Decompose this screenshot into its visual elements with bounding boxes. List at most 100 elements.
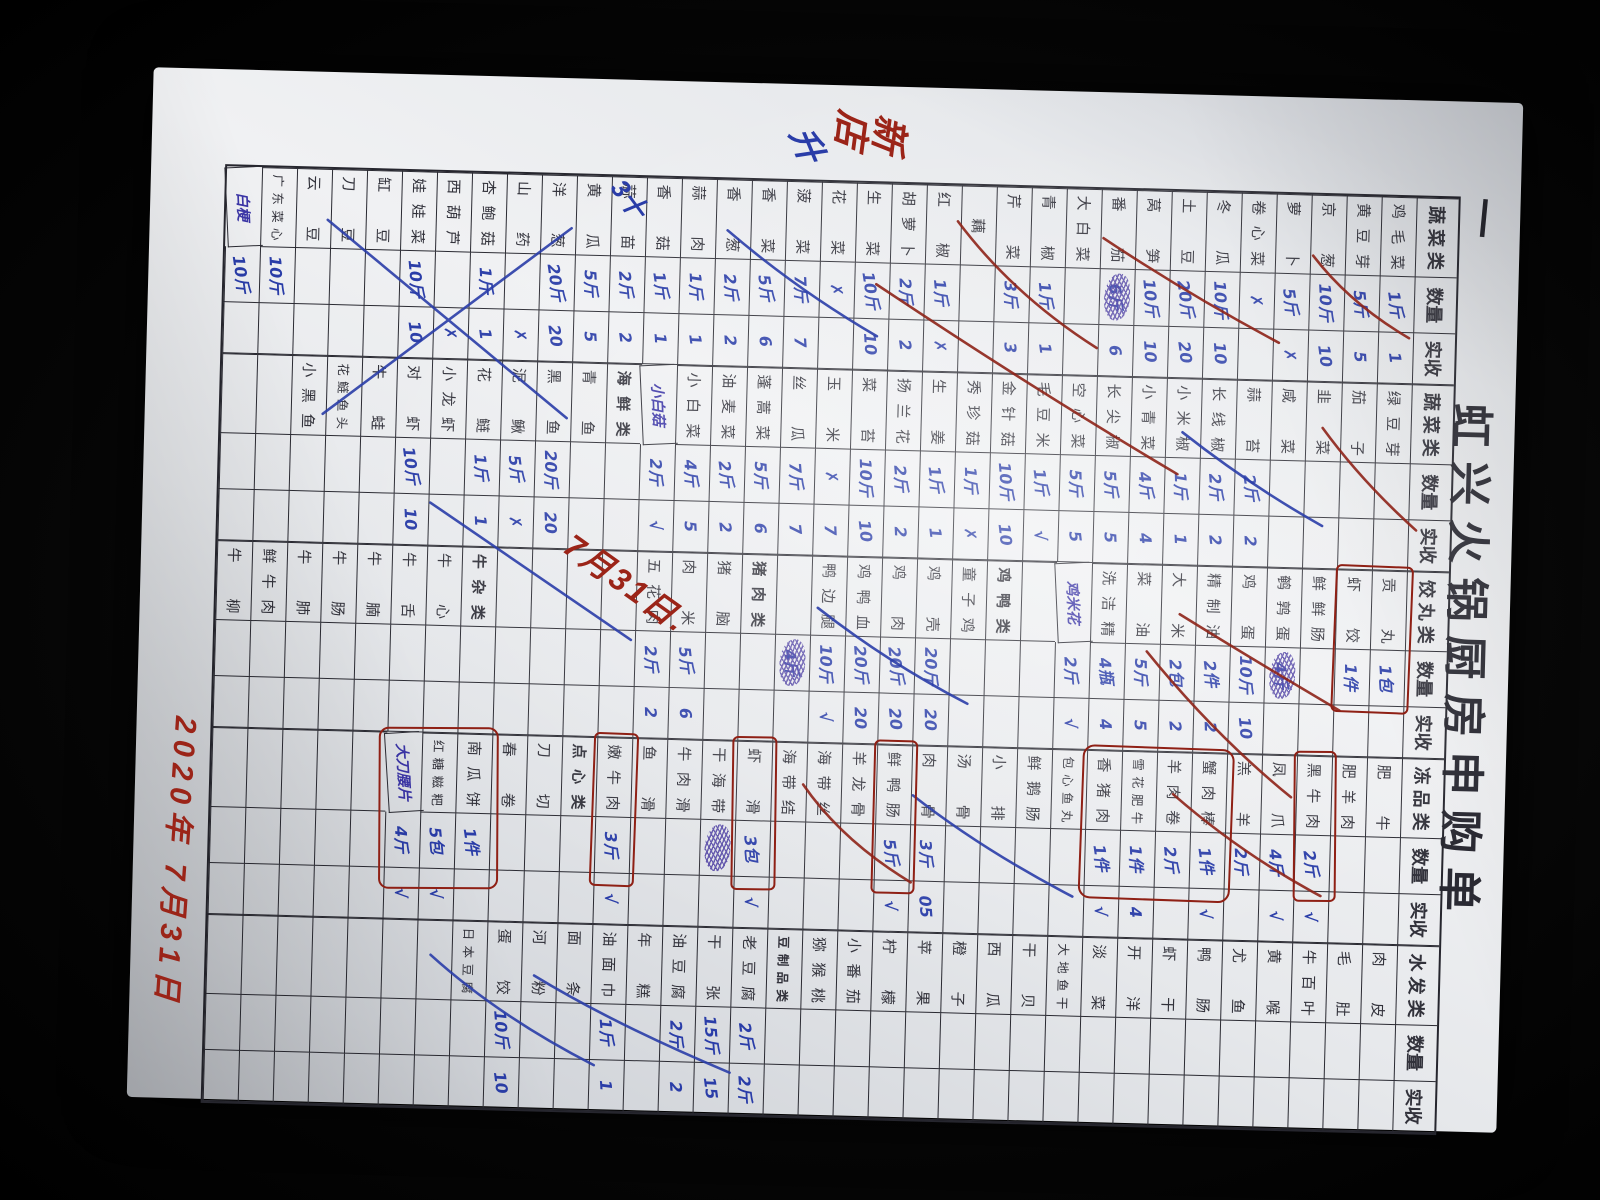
- qty-cell: 1斤: [468, 252, 505, 310]
- recv-cell: [977, 883, 1014, 936]
- qty-cell: [1253, 1021, 1291, 1079]
- qty-cell: [833, 1010, 871, 1068]
- qty-cell: 3包: [733, 820, 771, 878]
- item-cell: 扬兰花: [884, 370, 923, 452]
- qty-cell: [1338, 462, 1375, 520]
- qty-cell: [388, 624, 426, 682]
- qty-cell: [943, 826, 981, 884]
- item-cell: 菜苔: [849, 369, 888, 451]
- recv-cell: [1336, 518, 1374, 571]
- header-recv-0: 实收: [1411, 333, 1456, 386]
- item-cell: 橙子: [940, 933, 978, 1015]
- recv-cell: [207, 862, 244, 915]
- recv-cell: [1327, 892, 1364, 945]
- qty-cell: 4斤: [773, 634, 811, 692]
- item-cell: 蒜苗: [609, 176, 648, 258]
- item-cell: [1019, 561, 1058, 643]
- qty-cell: 1件: [1083, 829, 1121, 887]
- date-bottom-note: 2020年 7月31日: [148, 715, 203, 1009]
- qty-cell: 20斤: [538, 254, 575, 312]
- qty-cell: 5斤: [1123, 643, 1160, 701]
- recv-cell: 15: [692, 1062, 729, 1115]
- item-cell: 生菜: [854, 182, 892, 264]
- recv-cell: 5: [572, 311, 609, 364]
- recv-cell: 2: [887, 319, 924, 372]
- item-cell: 蟹肉棒: [1190, 752, 1228, 834]
- qty-cell: 1斤: [953, 452, 990, 510]
- item-cell: 黄喉: [1255, 941, 1293, 1023]
- qty-cell: [553, 1003, 591, 1060]
- qty-cell: 5包: [418, 812, 456, 870]
- purchase-form-table: 蔬菜类数量 实收蔬菜类数量 实收饺丸类数量 实收冻品类数量 实收水发类数量 实收鸡毛菜 1斤…: [200, 164, 1461, 1136]
- recv-cell: [327, 304, 364, 357]
- item-cell: 花鲢: [465, 359, 503, 441]
- item-cell: 黄瓜: [574, 175, 613, 257]
- item-cell: 苹果: [905, 932, 943, 1014]
- item-cell: 香菇: [644, 177, 682, 259]
- item-cell: 小番茄: [835, 930, 873, 1012]
- item-cell: 泥鳅: [500, 360, 538, 442]
- qty-cell: 10斤: [258, 247, 296, 304]
- recv-cell: 2: [712, 314, 749, 367]
- item-cell: 童子鸡: [950, 559, 988, 641]
- ink-scribble: [703, 823, 732, 872]
- recv-cell: √: [637, 500, 674, 552]
- qty-cell: 2包: [1158, 644, 1195, 702]
- qty-cell: [318, 622, 356, 680]
- recv-cell: [1262, 703, 1299, 756]
- recv-cell: [1182, 1075, 1219, 1128]
- header-category-0: 蔬菜类: [1414, 197, 1459, 279]
- qty-cell: 1斤: [1163, 457, 1200, 515]
- recv-cell: 20: [912, 694, 949, 747]
- recv-cell: [217, 489, 254, 541]
- qty-cell: [218, 433, 256, 491]
- item-cell: 柠檬: [870, 931, 908, 1013]
- qty-cell: 10斤: [988, 453, 1025, 511]
- recv-cell: √: [872, 880, 909, 933]
- qty-cell: [568, 442, 606, 500]
- recv-cell: √: [417, 868, 454, 921]
- item-cell: [345, 917, 383, 999]
- item-cell: 洋葱: [539, 174, 578, 256]
- recv-cell: 1: [917, 507, 954, 560]
- qty-cell: 10斤: [1203, 271, 1240, 329]
- recv-cell: [517, 1058, 554, 1111]
- recv-cell: 1: [1162, 513, 1199, 566]
- recv-cell: [947, 695, 984, 748]
- item-cell: 生姜: [919, 371, 958, 453]
- item-cell: [380, 918, 418, 1000]
- qty-cell: [488, 814, 526, 872]
- recv-cell: [307, 1052, 344, 1105]
- qty-cell: [1048, 828, 1086, 886]
- qty-cell: 3斤: [593, 817, 631, 874]
- qty-cell: [283, 621, 321, 679]
- recv-cell: 20: [877, 693, 914, 746]
- qty-cell: [1363, 837, 1400, 895]
- recv-cell: 10: [852, 318, 889, 371]
- item-cell: 刀豆: [330, 168, 368, 250]
- qty-cell: 2斤: [1198, 458, 1235, 516]
- recv-cell: [422, 681, 459, 734]
- recv-cell: √: [1187, 888, 1224, 941]
- item-cell: [280, 728, 318, 810]
- item-cell: 韭菜: [1304, 381, 1342, 463]
- recv-cell: ✗: [432, 307, 469, 360]
- item-cell: 红椒: [924, 184, 962, 266]
- item-cell: 秀珍菇: [954, 372, 992, 454]
- qty-cell: [1358, 1024, 1396, 1082]
- qty-cell: [1013, 828, 1051, 885]
- recv-cell: [287, 490, 324, 543]
- qty-cell: [983, 640, 1020, 698]
- recv-cell: 6: [747, 315, 784, 368]
- qty-cell: [938, 1013, 976, 1071]
- qty-cell: 1件: [1333, 649, 1370, 707]
- recv-cell: 10: [482, 1057, 519, 1110]
- item-cell: 鲜牛肉: [250, 540, 288, 622]
- qty-cell: [1113, 1017, 1151, 1075]
- qty-cell: [1268, 460, 1305, 518]
- item-cell: [310, 916, 348, 998]
- item-cell: 冬瓜: [1204, 191, 1242, 273]
- item-cell: 香菜: [749, 179, 787, 261]
- item-cell: 花鲢鱼头: [325, 355, 363, 437]
